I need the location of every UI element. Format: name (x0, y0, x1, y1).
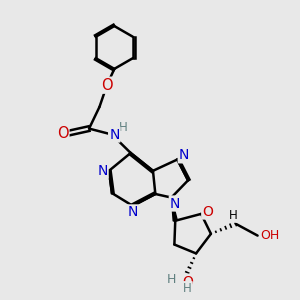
Text: N: N (170, 196, 180, 211)
Text: O: O (202, 205, 213, 218)
Text: N: N (128, 206, 138, 219)
Text: O: O (57, 126, 68, 141)
Text: N: N (109, 128, 119, 142)
Text: N: N (179, 148, 189, 162)
Text: H: H (229, 209, 238, 222)
Text: N: N (97, 164, 108, 178)
Text: H: H (167, 273, 176, 286)
Text: O: O (101, 78, 113, 93)
Text: OH: OH (260, 229, 279, 242)
Text: O: O (182, 275, 193, 289)
Polygon shape (171, 198, 177, 221)
Text: H: H (183, 282, 192, 295)
Text: H: H (119, 121, 128, 134)
